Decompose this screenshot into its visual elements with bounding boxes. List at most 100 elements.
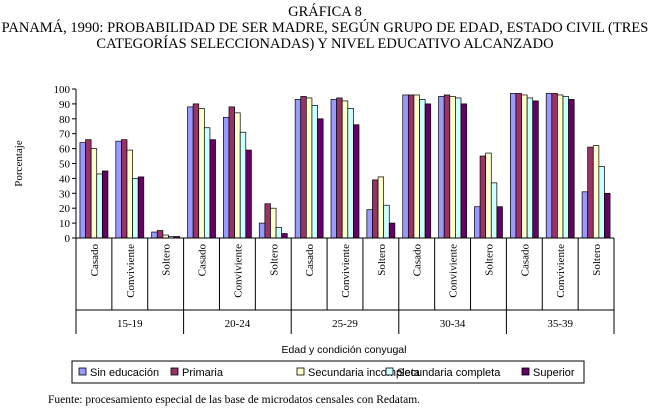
- x-tick-label: Conviviente: [340, 244, 352, 298]
- bar: [402, 94, 409, 239]
- bar: [151, 231, 158, 239]
- x-tick-label: Casado: [519, 244, 531, 277]
- x-tick-label: Soltero: [591, 244, 603, 276]
- bar: [460, 103, 467, 239]
- y-tick-label: 0: [65, 233, 71, 245]
- bar: [228, 106, 235, 239]
- bar: [455, 97, 462, 239]
- bar: [281, 233, 288, 239]
- bar: [234, 112, 241, 239]
- bar: [101, 170, 109, 239]
- bar: [317, 118, 324, 239]
- bar: [598, 166, 605, 239]
- y-tick-label: 10: [59, 218, 71, 230]
- x-tick-label: Soltero: [161, 244, 173, 276]
- bar: [490, 182, 498, 239]
- bar: [270, 207, 277, 239]
- bar: [239, 131, 247, 239]
- bar: [258, 222, 266, 239]
- age-group-label: 30-34: [440, 318, 466, 330]
- y-tick-label: 90: [59, 99, 71, 111]
- bar: [275, 227, 283, 239]
- y-tick-label: 80: [59, 114, 71, 126]
- bar: [305, 97, 313, 239]
- bar: [413, 94, 420, 239]
- legend-label: Superior: [533, 367, 575, 379]
- bar: [96, 173, 103, 239]
- legend-label: Sin educación: [90, 367, 159, 379]
- bar: [156, 230, 164, 239]
- y-tick-label: 20: [59, 203, 71, 215]
- bar: [126, 149, 133, 239]
- bar: [407, 94, 415, 239]
- bar: [198, 108, 205, 239]
- x-tick-label: Conviviente: [232, 244, 244, 298]
- bar: [137, 176, 145, 239]
- source-note: Fuente: procesamiento especial de las ba…: [48, 394, 421, 406]
- bar: [568, 99, 575, 239]
- y-tick-label: 50: [59, 159, 71, 171]
- bar: [336, 97, 343, 239]
- bar: [372, 179, 379, 239]
- legend-swatch: [385, 367, 394, 376]
- bar: [330, 99, 337, 239]
- legend-label: Primaria: [182, 367, 224, 379]
- age-group-label: 35-39: [547, 318, 573, 330]
- y-tick-label: 30: [59, 188, 71, 200]
- bar: [353, 124, 360, 239]
- bar: [223, 116, 230, 239]
- bar: [377, 176, 385, 239]
- x-tick-label: Casado: [412, 244, 424, 277]
- bar: [587, 146, 594, 239]
- x-tick-label: Casado: [304, 244, 316, 277]
- bar: [311, 105, 318, 239]
- bar: [383, 204, 390, 239]
- x-tick-label: Conviviente: [125, 244, 137, 298]
- bar: [264, 203, 271, 239]
- bar: [388, 222, 396, 239]
- bar: [132, 178, 139, 239]
- bar: [521, 94, 528, 239]
- legend-box: [71, 360, 585, 384]
- bar: [438, 96, 445, 239]
- bar: [192, 103, 200, 239]
- bar: [85, 139, 92, 239]
- bar: [300, 96, 307, 239]
- legend-label: Secundaria completa: [397, 367, 501, 379]
- chart-title-line-1: PANAMÁ, 1990: PROBABILIDAD DE SER MADRE,…: [1, 20, 649, 36]
- bar: [485, 152, 492, 239]
- bar: [474, 206, 481, 239]
- legend-swatch: [296, 367, 305, 376]
- x-tick-label: Soltero: [376, 244, 388, 276]
- bar: [115, 140, 122, 239]
- bar: [545, 93, 553, 239]
- bar: [90, 148, 98, 239]
- chart-label: GRÁFICA 8: [288, 4, 362, 20]
- x-tick-label: Soltero: [268, 244, 280, 276]
- y-tick-label: 60: [59, 144, 71, 156]
- bar: [509, 93, 517, 239]
- bar: [551, 93, 558, 239]
- y-tick-label: 100: [54, 84, 71, 96]
- bar: [79, 142, 86, 239]
- bar: [245, 149, 252, 239]
- age-group-label: 20-24: [225, 318, 251, 330]
- bar: [424, 103, 432, 239]
- x-tick-label: Soltero: [483, 244, 495, 276]
- bar: [562, 96, 569, 239]
- bar: [419, 99, 426, 239]
- bar: [209, 139, 216, 239]
- chart-title-line-2: CATEGORÍAS SELECCIONADAS) Y NIVEL EDUCAT…: [96, 36, 554, 52]
- age-group-label: 15-19: [117, 318, 143, 330]
- legend-swatch: [170, 367, 179, 376]
- x-axis-label: Edad y condición conyugal: [282, 344, 407, 356]
- bar: [604, 192, 611, 239]
- bar: [121, 139, 128, 239]
- legend-swatch: [521, 367, 530, 376]
- x-tick-label: Casado: [89, 244, 101, 277]
- y-axis-label: Porcentaje: [13, 140, 25, 187]
- bar: [341, 100, 349, 239]
- bar: [526, 97, 534, 239]
- bar: [581, 191, 589, 239]
